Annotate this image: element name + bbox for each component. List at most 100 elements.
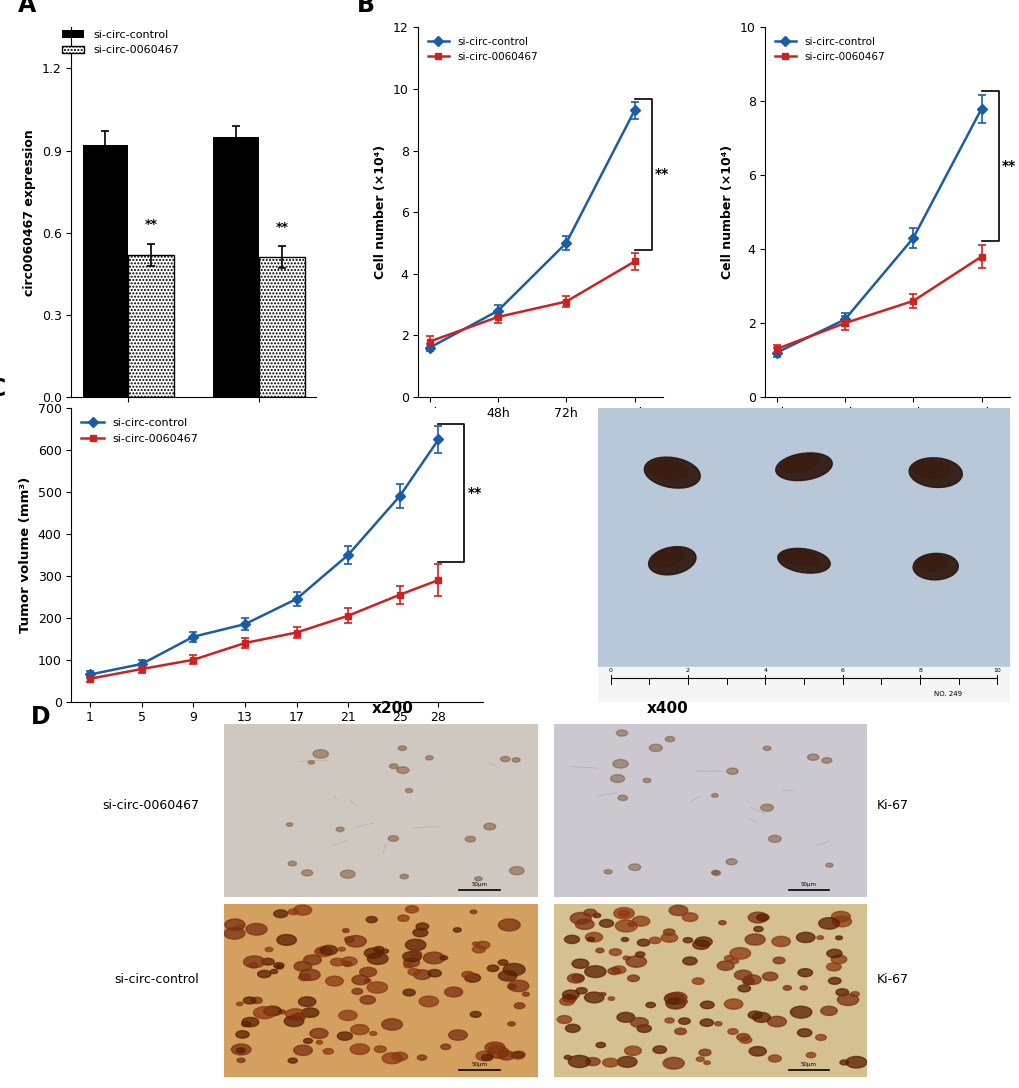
Circle shape — [465, 974, 480, 982]
Ellipse shape — [908, 458, 961, 487]
Circle shape — [299, 997, 316, 1006]
Circle shape — [662, 1058, 684, 1070]
Circle shape — [562, 990, 579, 999]
Circle shape — [404, 959, 419, 967]
Text: 0: 0 — [608, 668, 611, 673]
Circle shape — [682, 957, 696, 965]
Bar — [213, 137, 259, 397]
Circle shape — [476, 941, 489, 949]
Circle shape — [235, 1030, 249, 1038]
Circle shape — [826, 950, 841, 957]
Circle shape — [816, 936, 822, 939]
Text: B: B — [357, 0, 375, 17]
Circle shape — [465, 837, 475, 842]
Circle shape — [231, 1044, 251, 1055]
Ellipse shape — [644, 457, 700, 489]
Text: si-circ-control: si-circ-control — [114, 973, 199, 986]
Circle shape — [850, 991, 858, 997]
Circle shape — [783, 986, 791, 990]
Ellipse shape — [781, 551, 817, 565]
Circle shape — [508, 867, 524, 875]
Circle shape — [273, 910, 287, 917]
Circle shape — [675, 1028, 686, 1035]
Circle shape — [265, 948, 273, 952]
Circle shape — [512, 757, 520, 762]
Legend: si-circ-control, si-circ-0060467: si-circ-control, si-circ-0060467 — [57, 25, 183, 60]
Circle shape — [584, 966, 605, 977]
Circle shape — [575, 919, 593, 929]
Circle shape — [487, 965, 498, 972]
Circle shape — [742, 978, 754, 985]
Circle shape — [382, 1053, 401, 1064]
Circle shape — [683, 938, 692, 943]
Circle shape — [839, 1060, 848, 1065]
Circle shape — [381, 949, 388, 953]
Circle shape — [246, 924, 267, 935]
Circle shape — [603, 869, 611, 874]
Circle shape — [405, 939, 425, 951]
Circle shape — [664, 737, 675, 742]
Circle shape — [316, 1040, 322, 1044]
Circle shape — [626, 956, 646, 967]
Circle shape — [595, 1042, 605, 1048]
Circle shape — [572, 975, 583, 981]
Circle shape — [748, 1047, 765, 1056]
Circle shape — [405, 789, 413, 792]
Circle shape — [599, 992, 605, 996]
Circle shape — [630, 1017, 648, 1027]
Circle shape — [425, 756, 433, 759]
Circle shape — [476, 1051, 493, 1061]
Circle shape — [413, 928, 427, 937]
Circle shape — [342, 929, 348, 932]
Bar — [83, 145, 128, 397]
Circle shape — [360, 967, 376, 977]
Circle shape — [668, 905, 687, 916]
Circle shape — [344, 937, 354, 942]
Circle shape — [611, 966, 626, 974]
Circle shape — [514, 1003, 525, 1009]
Circle shape — [487, 1047, 508, 1059]
Circle shape — [807, 754, 818, 761]
Circle shape — [414, 969, 431, 979]
Circle shape — [302, 1007, 319, 1017]
Circle shape — [484, 1042, 504, 1053]
Circle shape — [711, 870, 719, 876]
Circle shape — [488, 1044, 501, 1052]
Circle shape — [404, 963, 413, 968]
Circle shape — [462, 972, 474, 978]
Circle shape — [607, 997, 613, 1000]
Circle shape — [507, 985, 516, 989]
Text: **: ** — [468, 486, 482, 500]
Circle shape — [825, 863, 833, 867]
Circle shape — [502, 964, 525, 976]
Circle shape — [737, 985, 750, 992]
Circle shape — [293, 905, 312, 915]
Text: Ki-67: Ki-67 — [876, 973, 908, 986]
Circle shape — [403, 989, 415, 996]
Circle shape — [748, 1011, 761, 1018]
Circle shape — [616, 1013, 634, 1023]
Circle shape — [419, 997, 438, 1006]
Circle shape — [367, 953, 388, 964]
Y-axis label: circ0060467 expression: circ0060467 expression — [23, 128, 36, 296]
Circle shape — [340, 957, 357, 966]
Circle shape — [364, 979, 371, 982]
Circle shape — [711, 793, 717, 798]
Circle shape — [610, 775, 624, 782]
Circle shape — [251, 998, 262, 1003]
Circle shape — [613, 907, 634, 919]
Circle shape — [330, 959, 344, 966]
Circle shape — [645, 1002, 655, 1007]
Circle shape — [772, 957, 785, 964]
Text: x400: x400 — [647, 701, 688, 716]
Circle shape — [730, 959, 738, 964]
Circle shape — [299, 974, 310, 980]
Circle shape — [766, 1016, 786, 1027]
Circle shape — [736, 1034, 749, 1041]
Circle shape — [739, 1037, 751, 1043]
Circle shape — [498, 970, 517, 981]
Y-axis label: Cell number (×10⁴): Cell number (×10⁴) — [720, 145, 734, 280]
Text: C: C — [0, 378, 6, 401]
Circle shape — [825, 963, 841, 970]
Circle shape — [352, 989, 363, 994]
